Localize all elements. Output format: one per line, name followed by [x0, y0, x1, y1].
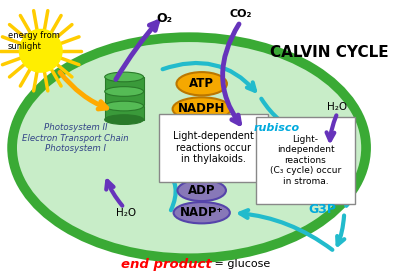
Text: CALVIN CYCLE: CALVIN CYCLE [270, 45, 389, 60]
Text: Light-
independent
reactions
(C₃ cycle) occur
in stroma.: Light- independent reactions (C₃ cycle) … [270, 135, 341, 186]
Text: NADPH: NADPH [178, 102, 225, 116]
Ellipse shape [105, 72, 144, 82]
Text: energy from
sunlight: energy from sunlight [8, 31, 60, 51]
Polygon shape [105, 92, 144, 105]
FancyBboxPatch shape [159, 114, 268, 182]
Text: = glucose: = glucose [211, 259, 271, 269]
Polygon shape [105, 106, 144, 120]
Ellipse shape [105, 87, 144, 96]
FancyBboxPatch shape [256, 117, 355, 204]
Text: ADP: ADP [188, 184, 216, 197]
Ellipse shape [105, 101, 144, 111]
Ellipse shape [105, 115, 144, 124]
Text: ATP: ATP [189, 77, 214, 90]
Polygon shape [105, 77, 144, 90]
Text: H₂O: H₂O [327, 102, 348, 112]
Text: rubisco: rubisco [254, 123, 300, 133]
Text: Photosystem II
Electron Transport Chain
Photosystem I: Photosystem II Electron Transport Chain … [22, 123, 129, 153]
Ellipse shape [173, 97, 231, 121]
Ellipse shape [12, 37, 366, 258]
Circle shape [19, 30, 62, 72]
Ellipse shape [178, 180, 226, 201]
Text: H₂O: H₂O [116, 208, 136, 218]
Ellipse shape [176, 72, 227, 95]
Text: NADP⁺: NADP⁺ [180, 206, 224, 219]
Text: O₂: O₂ [157, 12, 173, 25]
Text: CO₂: CO₂ [229, 9, 252, 19]
Text: end product: end product [121, 258, 212, 271]
Text: Light-dependent
reactions occur
in thylakoids.: Light-dependent reactions occur in thyla… [173, 131, 254, 164]
Ellipse shape [174, 202, 230, 223]
Text: G3P: G3P [308, 203, 336, 216]
